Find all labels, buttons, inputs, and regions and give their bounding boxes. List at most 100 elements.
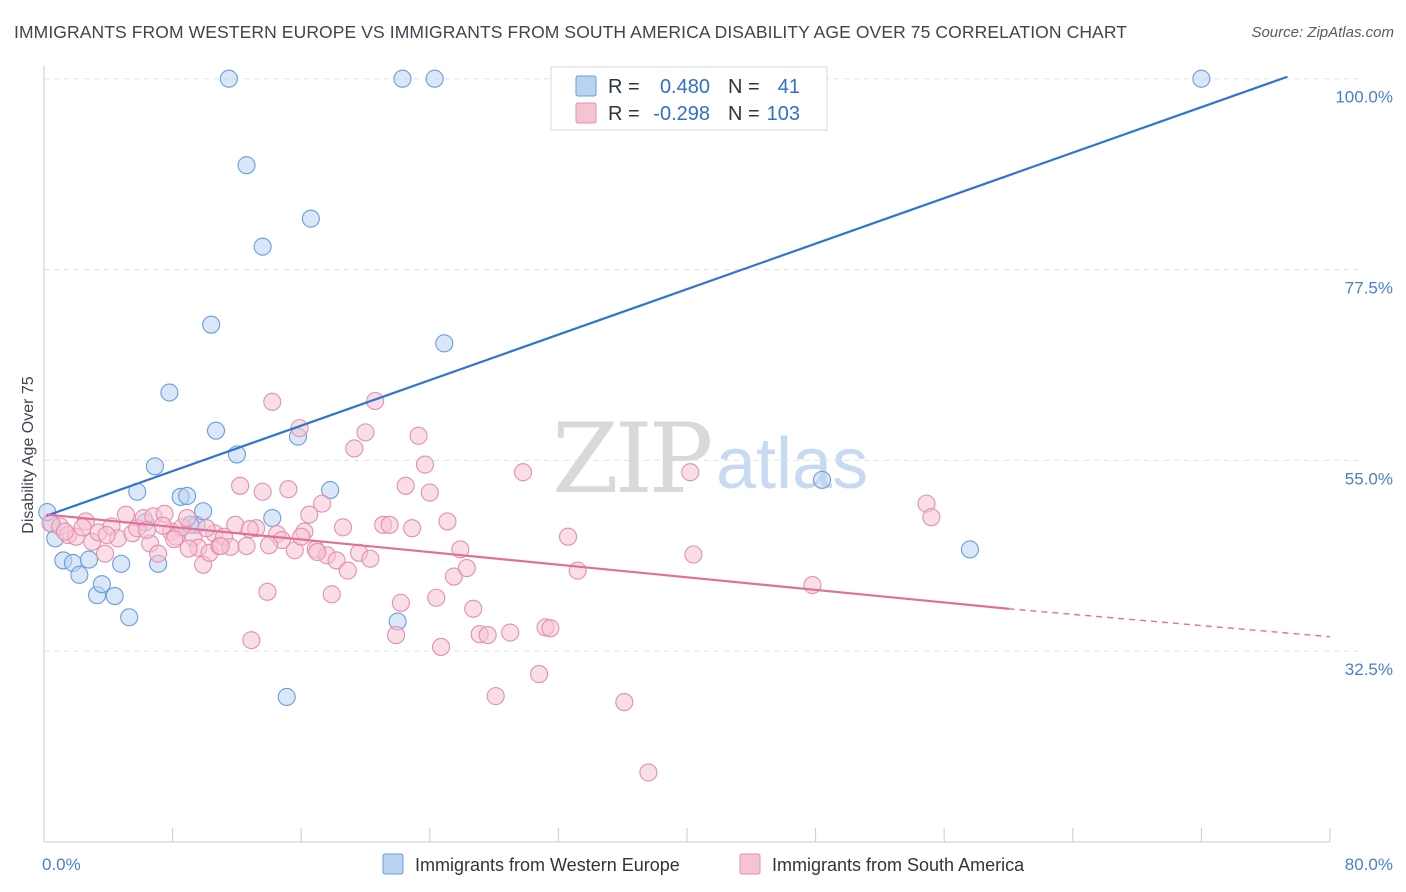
- point-pink-21: [178, 508, 197, 528]
- point-blue-22: [219, 69, 238, 88]
- point-pink-81: [558, 527, 578, 546]
- point-pink-85: [681, 463, 700, 482]
- point-pink-98: [211, 536, 230, 556]
- series-legend-swatch-pink: [739, 853, 761, 875]
- point-pink-32: [237, 536, 256, 556]
- x-tick-labels: 0.0% 80.0%: [42, 855, 1393, 874]
- point-pink-60: [391, 593, 410, 612]
- point-pink-16: [149, 544, 168, 563]
- point-pink-63: [409, 426, 428, 445]
- point-pink-101: [292, 527, 311, 546]
- y-tick-labels: 100.0% 77.5% 55.0% 32.5%: [1335, 88, 1393, 679]
- point-pink-74: [478, 626, 497, 645]
- point-blue-29: [301, 209, 320, 228]
- point-pink-82: [568, 561, 587, 580]
- point-pink-49: [327, 551, 346, 570]
- point-blue-9: [112, 554, 131, 573]
- point-pink-62: [403, 519, 422, 538]
- point-pink-71: [457, 559, 476, 578]
- point-blue-33: [425, 69, 444, 88]
- series-legend-label-blue: Immigrants from Western Europe: [415, 855, 680, 875]
- point-blue-13: [145, 457, 164, 476]
- trend-lines: [46, 75, 1331, 638]
- point-pink-56: [366, 391, 385, 411]
- watermark-zip: ZIP: [552, 403, 711, 515]
- y-tick-label-0: 100.0%: [1335, 88, 1393, 107]
- point-pink-83: [615, 693, 634, 712]
- trend-line-pink: [46, 513, 1010, 610]
- point-pink-86: [684, 545, 703, 564]
- point-blue-37: [960, 540, 979, 559]
- point-pink-67: [432, 637, 451, 656]
- legend-r-value-2: -0.298: [653, 103, 710, 125]
- point-pink-37: [263, 392, 282, 411]
- y-axis-label: Disability Age Over 75: [20, 376, 37, 534]
- legend-r-value-1: 0.480: [660, 76, 710, 98]
- watermark-atlas: atlas: [716, 424, 868, 504]
- point-pink-51: [338, 561, 357, 580]
- point-pink-61: [396, 476, 415, 495]
- point-blue-10: [120, 608, 139, 627]
- point-pink-65: [420, 483, 439, 502]
- series-legend-label-pink: Immigrants from South America: [772, 855, 1025, 875]
- point-pink-92: [97, 525, 116, 545]
- point-pink-59: [386, 626, 406, 645]
- legend-swatch-blue: [575, 75, 597, 97]
- point-pink-100: [259, 536, 279, 555]
- point-pink-31: [231, 476, 250, 495]
- legend-r-label-2: R =: [608, 103, 640, 125]
- point-pink-66: [427, 588, 446, 607]
- point-pink-75: [486, 687, 505, 706]
- point-pink-91: [73, 518, 92, 537]
- legend-n-value-1: 41: [778, 76, 800, 98]
- point-pink-72: [464, 599, 483, 618]
- point-blue-15: [160, 383, 179, 402]
- legend-n-value-2: 103: [767, 103, 800, 125]
- point-blue-24: [237, 156, 256, 175]
- point-pink-10: [116, 505, 136, 524]
- x-tick-label-0: 0.0%: [42, 855, 81, 874]
- point-blue-19: [194, 502, 213, 521]
- point-blue-36: [812, 470, 832, 489]
- trend-line-blue: [46, 75, 1288, 517]
- point-pink-40: [279, 480, 298, 499]
- point-pink-7: [96, 544, 115, 563]
- point-pink-36: [258, 582, 277, 601]
- stats-legend: R = 0.480 N = 41 R = -0.298 N = 103: [550, 66, 828, 131]
- legend-swatch-pink: [575, 102, 597, 124]
- x-tick-label-1: 80.0%: [1345, 855, 1393, 874]
- y-tick-label-1: 77.5%: [1345, 279, 1393, 298]
- point-pink-90: [55, 522, 74, 541]
- point-pink-33: [242, 631, 261, 650]
- point-pink-95: [165, 530, 184, 549]
- point-pink-77: [513, 463, 533, 482]
- point-pink-54: [356, 423, 375, 442]
- y-tick-label-2: 55.0%: [1345, 469, 1393, 488]
- point-blue-27: [277, 687, 296, 707]
- point-pink-69: [444, 567, 463, 586]
- point-pink-84: [639, 763, 658, 782]
- point-pink-78: [530, 665, 549, 684]
- point-blue-17: [178, 486, 197, 506]
- point-pink-35: [253, 482, 272, 501]
- point-blue-7: [92, 575, 111, 594]
- point-blue-30: [321, 480, 340, 500]
- point-pink-52: [345, 439, 364, 458]
- y-tick-label-3: 32.5%: [1345, 660, 1393, 679]
- source-credit: Source: ZipAtlas.com: [1251, 24, 1394, 41]
- point-pink-48: [322, 585, 341, 604]
- point-blue-38: [1192, 69, 1211, 88]
- point-blue-21: [206, 421, 226, 440]
- point-blue-8: [105, 587, 124, 606]
- point-blue-5: [79, 550, 99, 569]
- point-pink-50: [333, 518, 353, 537]
- series-legend-swatch-blue: [382, 853, 404, 875]
- point-pink-58: [380, 515, 399, 534]
- point-pink-97: [197, 519, 216, 538]
- point-pink-64: [415, 455, 435, 474]
- point-pink-46: [313, 494, 332, 513]
- point-blue-34: [435, 334, 454, 353]
- legend-n-label-1: N =: [728, 76, 760, 98]
- series-legend: Immigrants from Western Europe Immigrant…: [382, 853, 1025, 875]
